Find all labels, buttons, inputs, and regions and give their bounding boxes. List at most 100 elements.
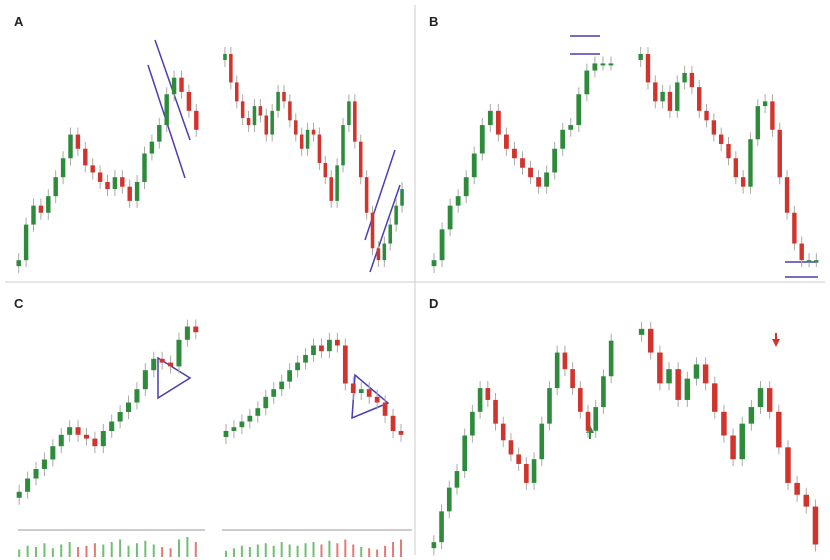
volume-bar	[288, 544, 291, 557]
candle	[252, 106, 257, 126]
volume-bar	[18, 549, 21, 557]
candle	[68, 134, 73, 159]
candle	[447, 205, 453, 230]
candle	[223, 431, 229, 437]
candle	[303, 355, 308, 363]
candle	[784, 177, 790, 213]
candle	[446, 487, 452, 512]
volume-bar	[169, 548, 172, 557]
candle	[50, 446, 56, 460]
candle	[134, 181, 140, 201]
candle	[792, 212, 797, 244]
candle	[755, 106, 760, 140]
candle	[600, 63, 606, 66]
candle	[697, 87, 702, 111]
candle	[323, 162, 328, 178]
candle	[276, 91, 280, 111]
panel-label: A	[14, 14, 24, 29]
candle	[234, 82, 239, 102]
candle	[504, 134, 509, 149]
candle	[179, 77, 184, 92]
candle	[471, 153, 477, 178]
candle	[726, 144, 731, 159]
candle	[264, 115, 269, 135]
candle	[653, 82, 658, 102]
candle	[776, 411, 782, 448]
candle	[157, 125, 162, 142]
candle	[60, 158, 66, 178]
arrow-up	[586, 425, 594, 439]
candle	[547, 388, 552, 424]
volume-bar	[102, 544, 105, 557]
candle	[176, 339, 182, 367]
candle	[560, 129, 566, 149]
candle	[100, 431, 106, 447]
candle	[97, 172, 103, 182]
candle	[305, 129, 310, 149]
candle	[16, 491, 22, 498]
candle	[608, 63, 614, 66]
candle	[739, 423, 745, 460]
candle	[398, 431, 404, 435]
volume-bar	[35, 547, 38, 557]
candle	[329, 177, 333, 201]
candle	[58, 434, 64, 447]
candle	[33, 469, 39, 479]
volume-bar	[93, 543, 96, 557]
volume-bar	[352, 544, 355, 557]
candle	[500, 423, 506, 441]
candle	[83, 434, 89, 439]
volume-bar	[224, 550, 227, 557]
candle	[477, 388, 483, 412]
candle	[431, 542, 437, 549]
volume-bar	[384, 545, 387, 557]
candle	[194, 110, 199, 130]
candle	[766, 388, 773, 412]
candle	[25, 478, 31, 492]
candle	[493, 399, 498, 424]
candle	[67, 427, 73, 435]
volume-bar	[43, 543, 46, 557]
candle	[311, 129, 316, 135]
volume-bar	[177, 539, 180, 557]
candle	[585, 411, 591, 431]
candle	[126, 402, 132, 412]
volume-bar	[232, 548, 235, 557]
candle	[777, 129, 782, 178]
candle	[92, 438, 98, 447]
candle	[327, 339, 332, 352]
volume-bar	[127, 545, 130, 557]
candle	[90, 165, 95, 173]
candle	[231, 427, 237, 431]
candle	[246, 117, 251, 126]
candle	[666, 369, 672, 384]
candle	[689, 72, 695, 88]
candle	[657, 352, 663, 384]
candle	[660, 91, 665, 102]
candle	[512, 148, 517, 159]
candle	[164, 94, 169, 126]
candle	[353, 101, 357, 142]
candle	[785, 447, 791, 483]
volume-bar	[328, 540, 331, 557]
candle	[799, 243, 804, 261]
candle	[390, 415, 396, 431]
candle	[376, 248, 381, 261]
volume-bar	[248, 547, 251, 557]
candle	[31, 205, 36, 225]
candle	[552, 148, 558, 173]
candle	[520, 158, 525, 168]
candle	[282, 91, 286, 102]
volume-bar	[186, 537, 189, 557]
volume-bar	[312, 542, 315, 557]
candle	[608, 340, 614, 377]
panel-label: C	[14, 296, 24, 311]
candle	[46, 196, 51, 213]
volume-bar	[68, 542, 71, 557]
volume-bar	[110, 542, 113, 557]
volume-bar	[135, 543, 138, 557]
candle	[364, 177, 369, 213]
volume-bar	[280, 542, 283, 557]
volume-bar	[296, 545, 299, 557]
candle	[193, 326, 199, 333]
